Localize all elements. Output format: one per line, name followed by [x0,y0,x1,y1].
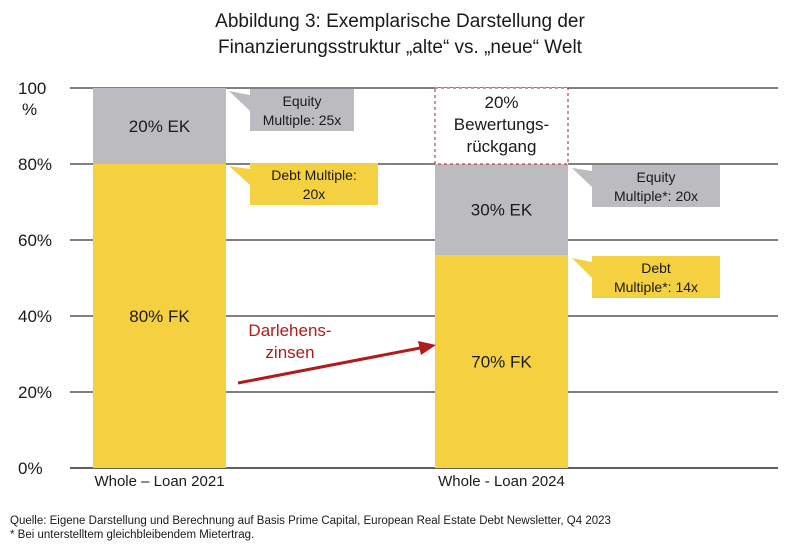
footnote: * Bei unterstelltem gleichbleibendem Mie… [10,529,255,541]
bar-label: 20% EK [129,117,191,136]
arrow-annotation-label: Darlehens- [248,321,331,340]
y-tick-label: 40% [18,307,52,326]
callout-box-equity [592,165,720,207]
chart-title-line-1: Abbildung 3: Exemplarische Darstellung d… [215,11,585,32]
bar-segment-fk [93,164,226,468]
callout-text: Equity [283,93,322,109]
y-tick-label: 100 [18,79,46,98]
bar-segment-ek [435,164,568,256]
callout-box-equity [250,89,354,131]
callout-pointer [572,168,592,187]
callout-text: Multiple*: 20x [614,188,698,204]
y-tick-label: 60% [18,231,52,250]
y-tick-label: 20% [18,383,52,402]
x-tick-label: Whole – Loan 2021 [94,473,224,490]
bar-label: 30% EK [471,201,533,220]
valuation-decline-label: 20% [484,93,518,112]
y-tick-label: 0% [18,459,43,478]
callout-box-debt [250,163,378,205]
callout-pointer [229,91,250,111]
bar-segment-fk [435,255,568,468]
arrow-annotation-label: zinsen [265,343,314,362]
callout-text: 20x [303,186,326,202]
callout-text: Debt [641,260,671,276]
interest-arrow-line [237,346,421,385]
valuation-decline-box [434,87,569,165]
callout-text: Equity [637,169,676,185]
callout-text: Multiple*: 14x [614,279,698,295]
y-unit-label: % [22,100,37,119]
interest-arrow-head [418,341,436,355]
bar-label: 80% FK [129,307,190,326]
valuation-decline-label: Bewertungs- [454,115,549,134]
callout-box-debt [592,256,720,298]
valuation-decline-label: rückgang [467,137,537,156]
bar-label: 70% FK [471,353,532,372]
callout-pointer [572,258,592,278]
callout-text: Multiple: 25x [263,112,342,128]
bar-segment-ek [93,88,226,164]
callout-text: Debt Multiple: [271,167,357,183]
chart-title-line-2: Finanzierungsstruktur „alte“ vs. „neue“ … [218,37,582,58]
source-note: Quelle: Eigene Darstellung und Berechnun… [10,515,611,527]
y-tick-label: 80% [18,155,52,174]
x-tick-label: Whole - Loan 2024 [438,473,565,490]
callout-pointer [229,166,250,185]
